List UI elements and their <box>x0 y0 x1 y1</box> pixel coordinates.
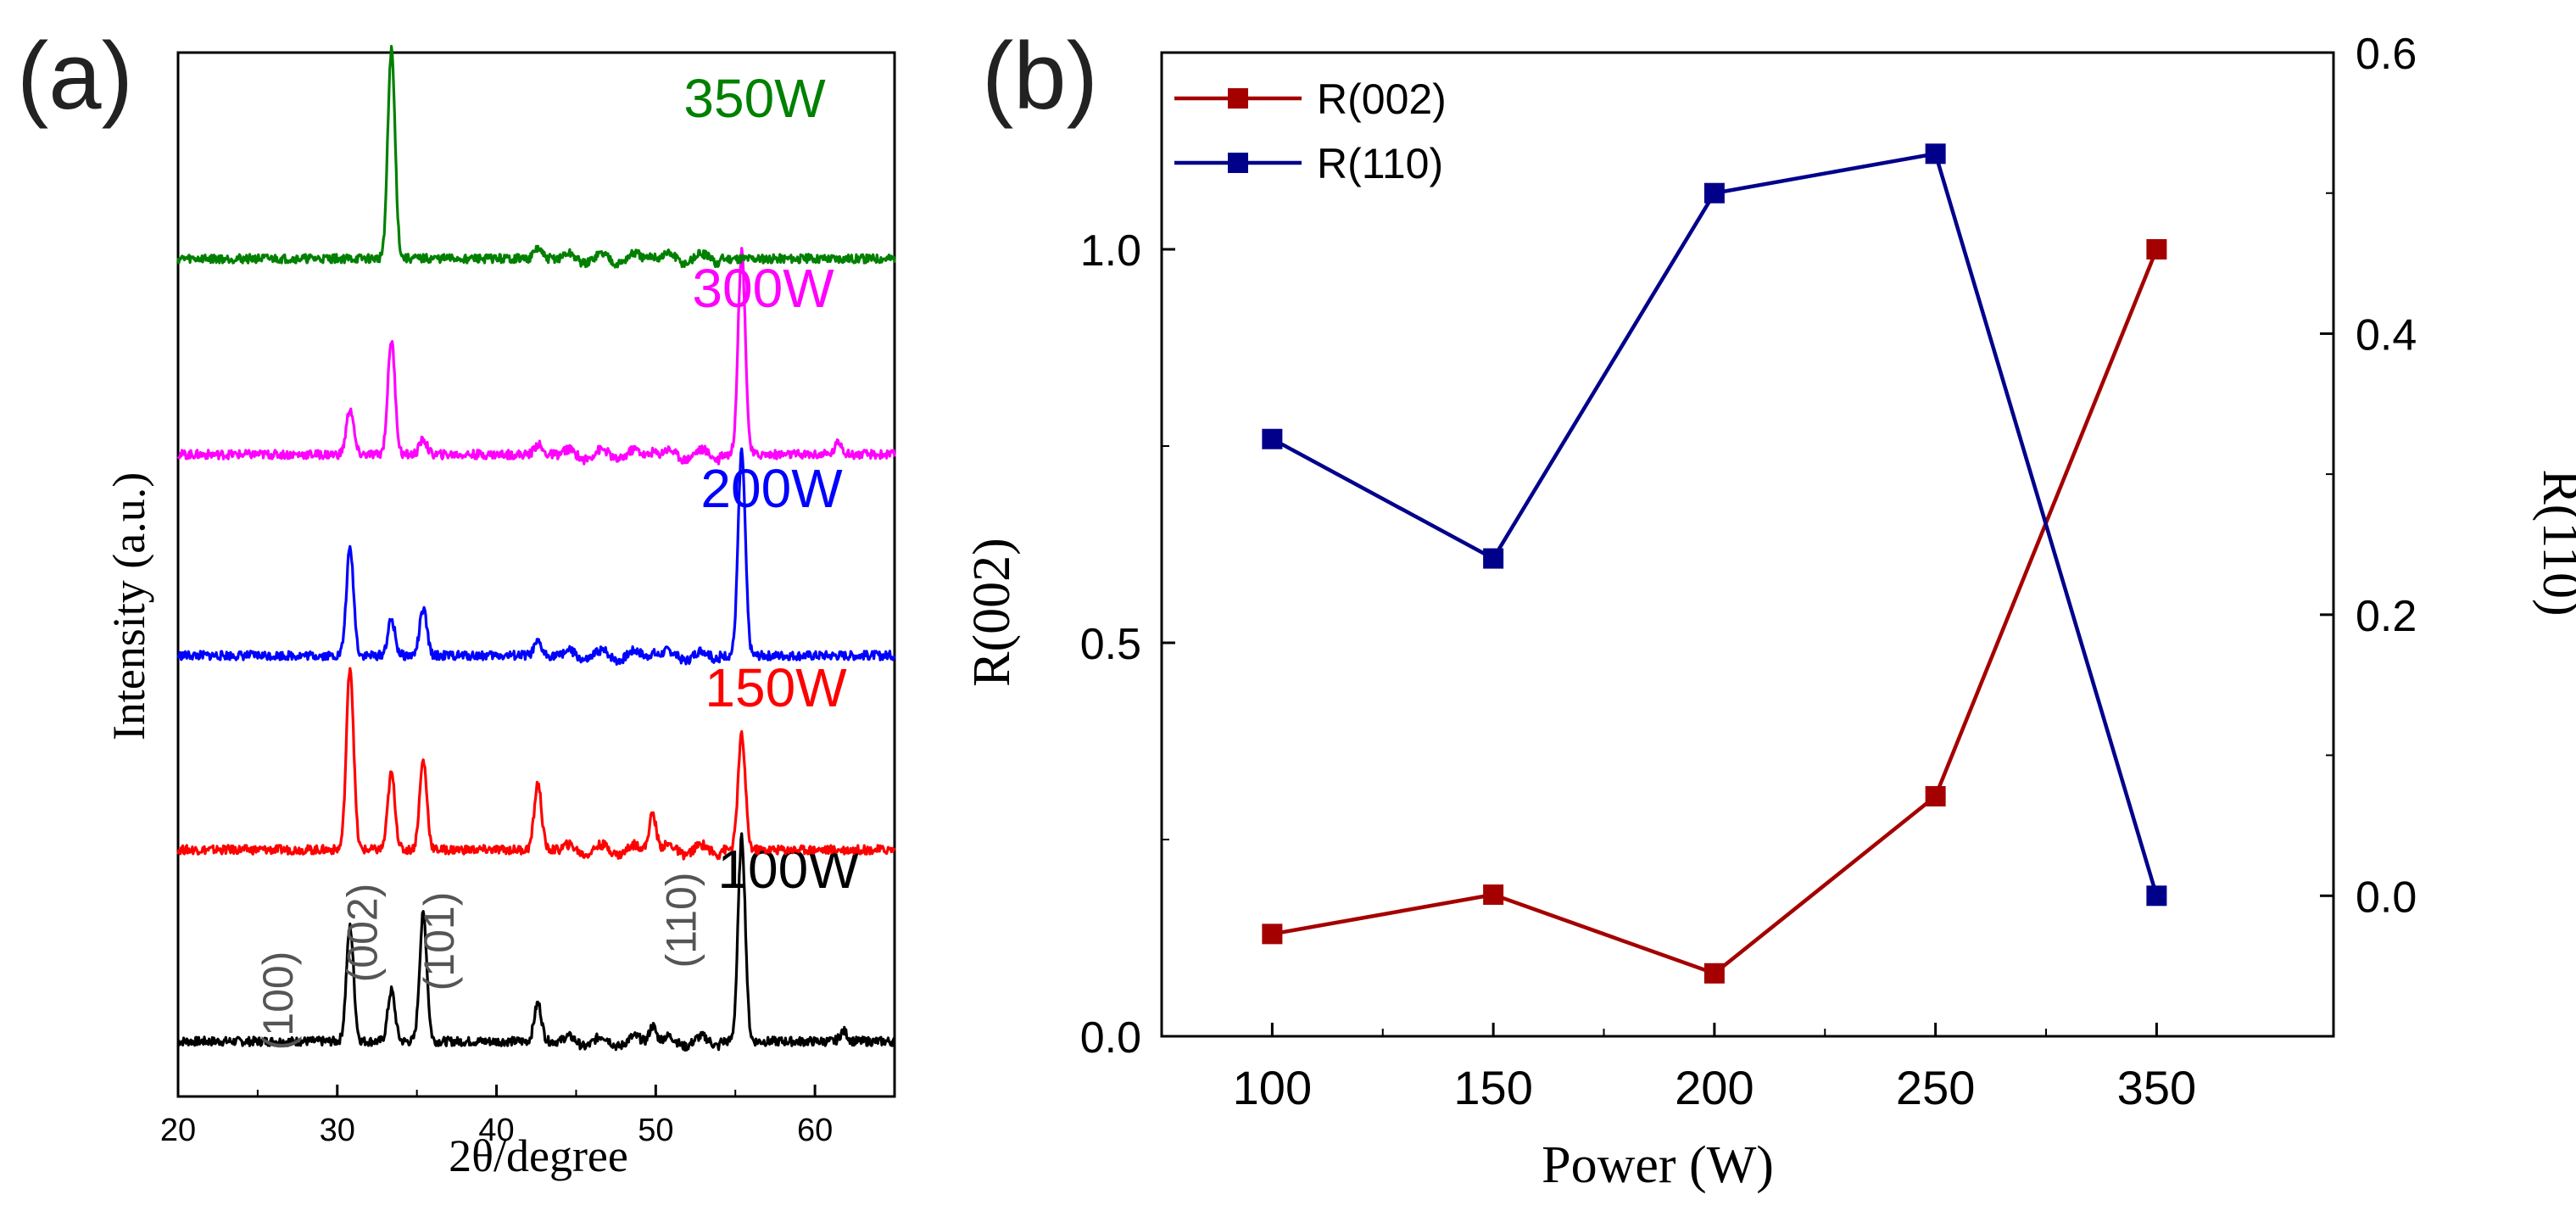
panel-b-xtick-label: 100 <box>1233 1061 1312 1114</box>
panel-b-ytick-left-label: 1.0 <box>1080 226 1141 276</box>
data-point-R(110) <box>1262 428 1283 449</box>
panel-b-ytick-left-label: 0.0 <box>1080 1013 1141 1063</box>
panel-b: (b) 100 150 200 250 350 0.0 0.5 1.0 0.0 0.2 0.4 0.6… <box>963 23 2576 1194</box>
xrd-pattern-150W <box>176 667 896 861</box>
panel-a-xtick-label: 50 <box>638 1113 673 1148</box>
data-point-R(110) <box>1925 143 1946 165</box>
series-line-R(110) <box>1271 151 2159 896</box>
panel-b-frame <box>1160 51 2335 1038</box>
panel-b-xtick-label: 350 <box>2117 1061 2196 1114</box>
panel-b-xtick-label: 150 <box>1453 1061 1532 1114</box>
peak-annotation-100: (100) <box>254 951 302 1051</box>
xrd-pattern-200W <box>176 447 896 666</box>
panel-b-ytick-left-label: 0.5 <box>1080 620 1141 669</box>
data-point-R(110) <box>2146 885 2167 907</box>
legend-marker-R(110) <box>1228 153 1248 173</box>
panel-b-ytick-right-label: 0.4 <box>2356 310 2417 360</box>
peak-annotation-101: (101) <box>415 892 463 991</box>
data-point-R(002) <box>1925 785 1946 806</box>
xrd-pattern-350W <box>176 44 896 269</box>
panel-b-xtick-label: 250 <box>1896 1061 1975 1114</box>
panel-b-ytick-right-label: 0.0 <box>2356 873 2417 922</box>
data-point-R(002) <box>2146 239 2167 259</box>
panel-b-ylabel-right: R(110) <box>2532 469 2576 616</box>
peak-annotation-110: (110) <box>657 872 705 968</box>
legend-label-R(002): R(002) <box>1317 75 1447 123</box>
panel-a-xtick-label: 60 <box>797 1113 833 1148</box>
panel-b-plot-area: 100 150 200 250 350 0.0 0.5 1.0 0.0 0.2 0.4 0.6 R(00… <box>1080 30 2417 1114</box>
data-point-R(002) <box>1262 923 1283 945</box>
panel-b-ytick-right-label: 0.6 <box>2356 30 2417 79</box>
panel-a-frame <box>176 51 896 1098</box>
panel-a-label: (a) <box>17 23 133 129</box>
peak-annotation-002: (002) <box>339 884 387 983</box>
panel-a-xtick-label: 20 <box>160 1113 196 1148</box>
pattern-label-350W: 350W <box>683 68 826 129</box>
panel-a: (a) 20 30 40 50 60100W150W200W300W350W(100)(… <box>17 23 896 1181</box>
panel-a-xlabel: 2θ/degree <box>449 1130 628 1181</box>
panel-a-xtick-label: 30 <box>320 1113 355 1148</box>
xrd-pattern-300W <box>176 247 896 466</box>
panel-b-label: (b) <box>982 23 1098 129</box>
panel-b-ylabel-left: R(002) <box>963 538 1021 687</box>
panel-b-ytick-right-label: 0.2 <box>2356 592 2417 641</box>
legend-marker-R(002) <box>1228 88 1248 109</box>
data-point-R(110) <box>1703 182 1725 204</box>
data-point-R(002) <box>1483 884 1504 905</box>
series-line-R(002) <box>1272 248 2159 976</box>
data-point-R(002) <box>1703 963 1725 984</box>
panel-b-xlabel: Power (W) <box>1542 1136 1774 1194</box>
panel-a-xtick-label: 40 <box>478 1113 514 1148</box>
pattern-label-200W: 200W <box>700 458 843 519</box>
panel-a-plot-area: 20 30 40 50 60100W150W200W300W350W(100)(002)… <box>160 44 896 1148</box>
xrd-pattern-100W <box>177 832 896 1052</box>
panel-a-ylabel: Intensity (a.u.) <box>103 472 154 740</box>
panel-b-xtick-label: 200 <box>1675 1061 1754 1114</box>
pattern-label-300W: 300W <box>692 258 834 319</box>
data-point-R(110) <box>1483 548 1504 569</box>
pattern-label-150W: 150W <box>705 657 847 718</box>
legend-label-R(110): R(110) <box>1317 140 1443 187</box>
